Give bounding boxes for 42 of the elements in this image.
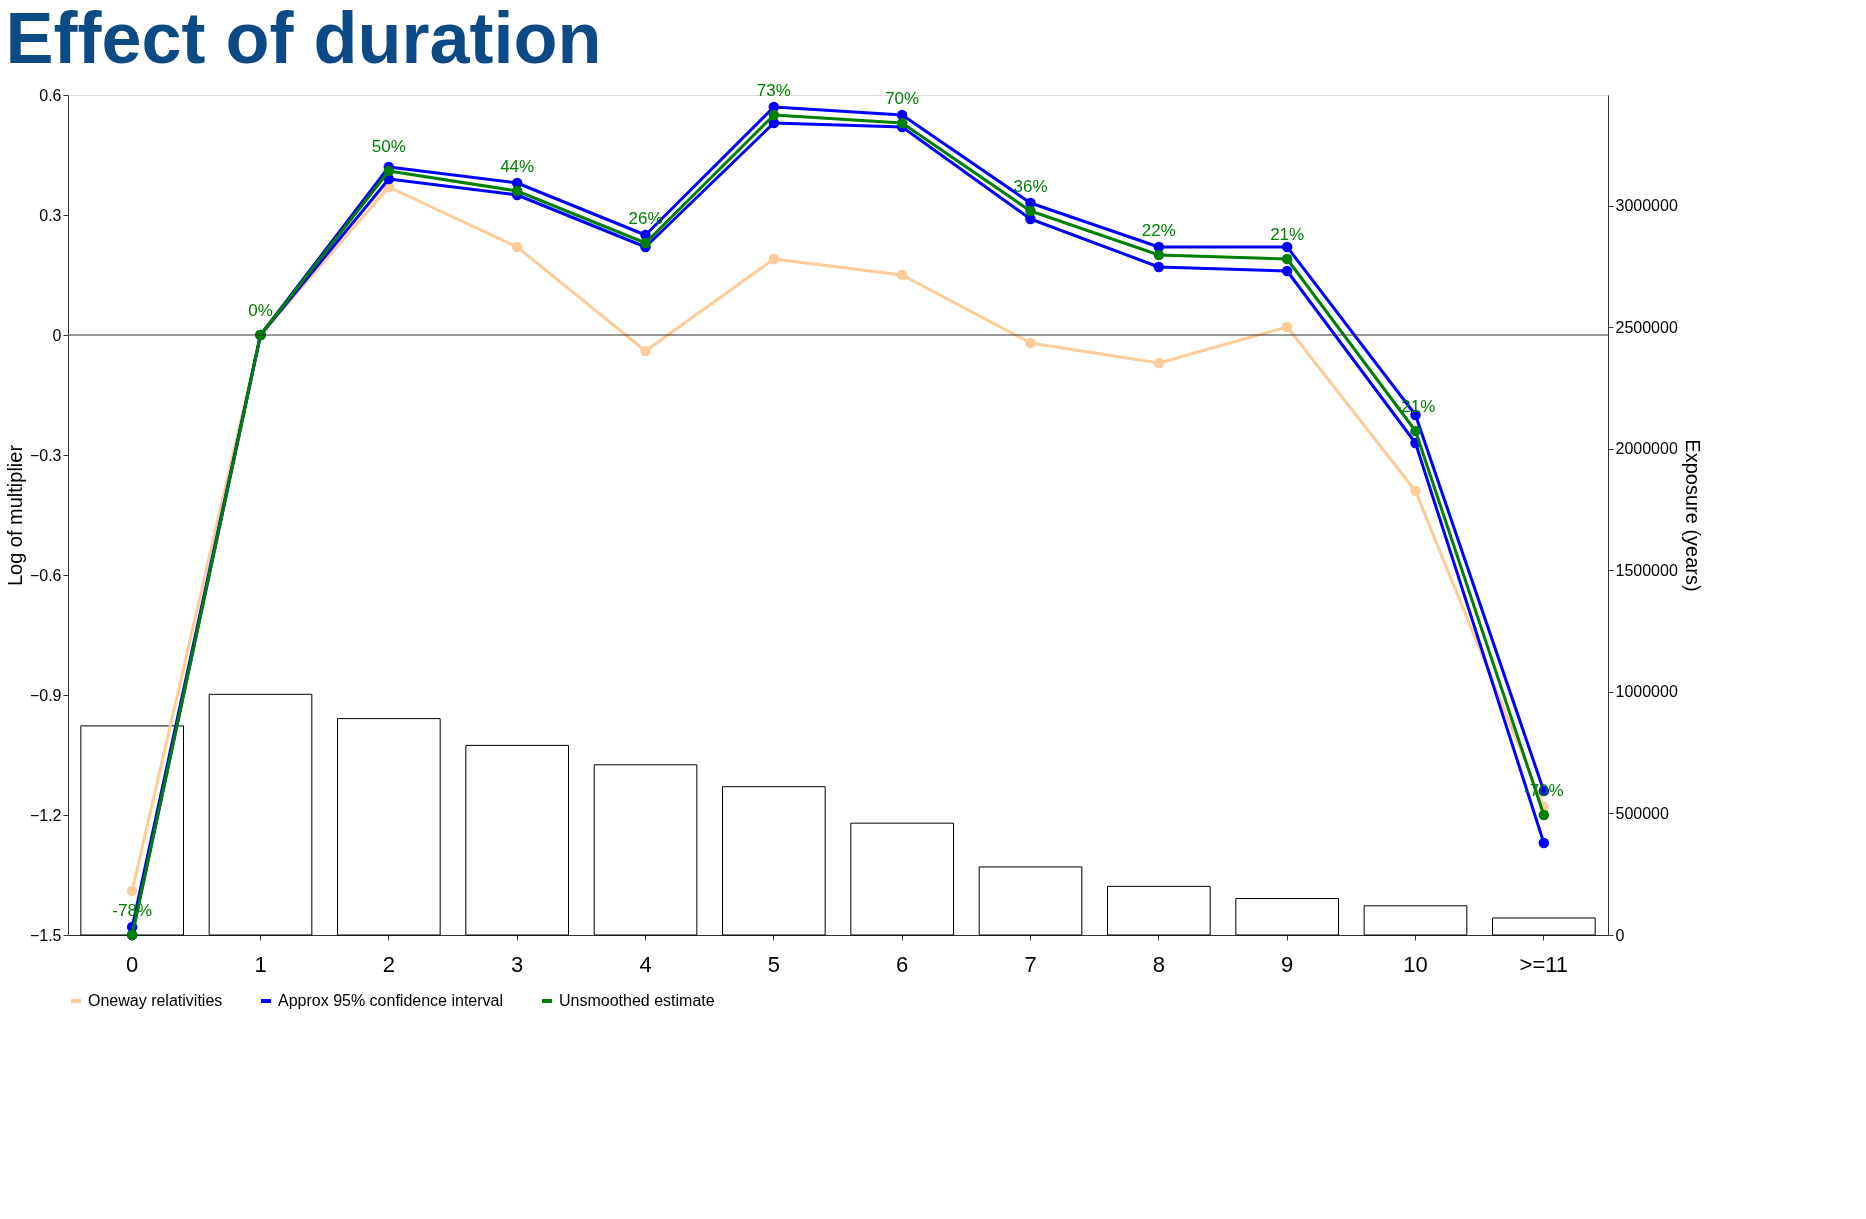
- y-axis-title: Log of multiplier: [3, 444, 26, 587]
- y-tick-label: 0: [52, 326, 62, 344]
- y-tick-label: −0.6: [29, 566, 62, 584]
- x-tick-label: >=11: [1519, 951, 1569, 977]
- y-tick-label: −1.5: [29, 926, 62, 944]
- annotation: 70%: [885, 89, 920, 108]
- y2-tick-label: 2000000: [1615, 440, 1678, 458]
- x-tick-label: 1: [254, 951, 267, 977]
- legend-label: Unsmoothed estimate: [559, 992, 715, 1009]
- annotation: 21%: [1270, 225, 1305, 244]
- y2-tick-label: 1500000: [1615, 561, 1678, 579]
- x-tick-label: 6: [896, 951, 909, 977]
- x-tick-label: 5: [767, 951, 780, 977]
- y-tick-label: −0.3: [29, 446, 62, 464]
- y2-axis-title: Exposure (years): [1681, 439, 1704, 592]
- x-tick-label: 7: [1024, 951, 1037, 977]
- x-tick-label: 10: [1403, 951, 1428, 977]
- x-tick-label: 4: [639, 951, 652, 977]
- y-tick-label: 0.3: [39, 206, 62, 224]
- x-tick-label: 0: [126, 951, 139, 977]
- legend-label: Oneway relativities: [88, 992, 223, 1009]
- annotation: 26%: [628, 209, 663, 228]
- annotation: 36%: [1013, 177, 1048, 196]
- annotation: 44%: [500, 157, 535, 176]
- y2-tick-label: 1000000: [1615, 683, 1678, 701]
- annotation: 0%: [248, 301, 273, 320]
- y-tick-label: −0.9: [29, 686, 62, 704]
- annotation: 50%: [371, 137, 406, 156]
- y2-tick-label: 2500000: [1615, 318, 1678, 336]
- y2-tick-label: 3000000: [1615, 197, 1678, 215]
- x-tick-label: 8: [1152, 951, 1165, 977]
- x-tick-label: 9: [1281, 951, 1294, 977]
- annotation: 73%: [756, 81, 791, 100]
- y2-tick-label: 0: [1615, 926, 1625, 944]
- y-tick-label: −1.2: [29, 806, 62, 824]
- y2-tick-label: 500000: [1615, 804, 1669, 822]
- x-tick-label: 2: [382, 951, 395, 977]
- annotation: 22%: [1141, 221, 1176, 240]
- chart-title: Effect of duration: [5, 0, 602, 78]
- legend-label: Approx 95% confidence interval: [278, 992, 504, 1009]
- y-tick-label: 0.6: [39, 86, 62, 104]
- x-tick-label: 3: [511, 951, 524, 977]
